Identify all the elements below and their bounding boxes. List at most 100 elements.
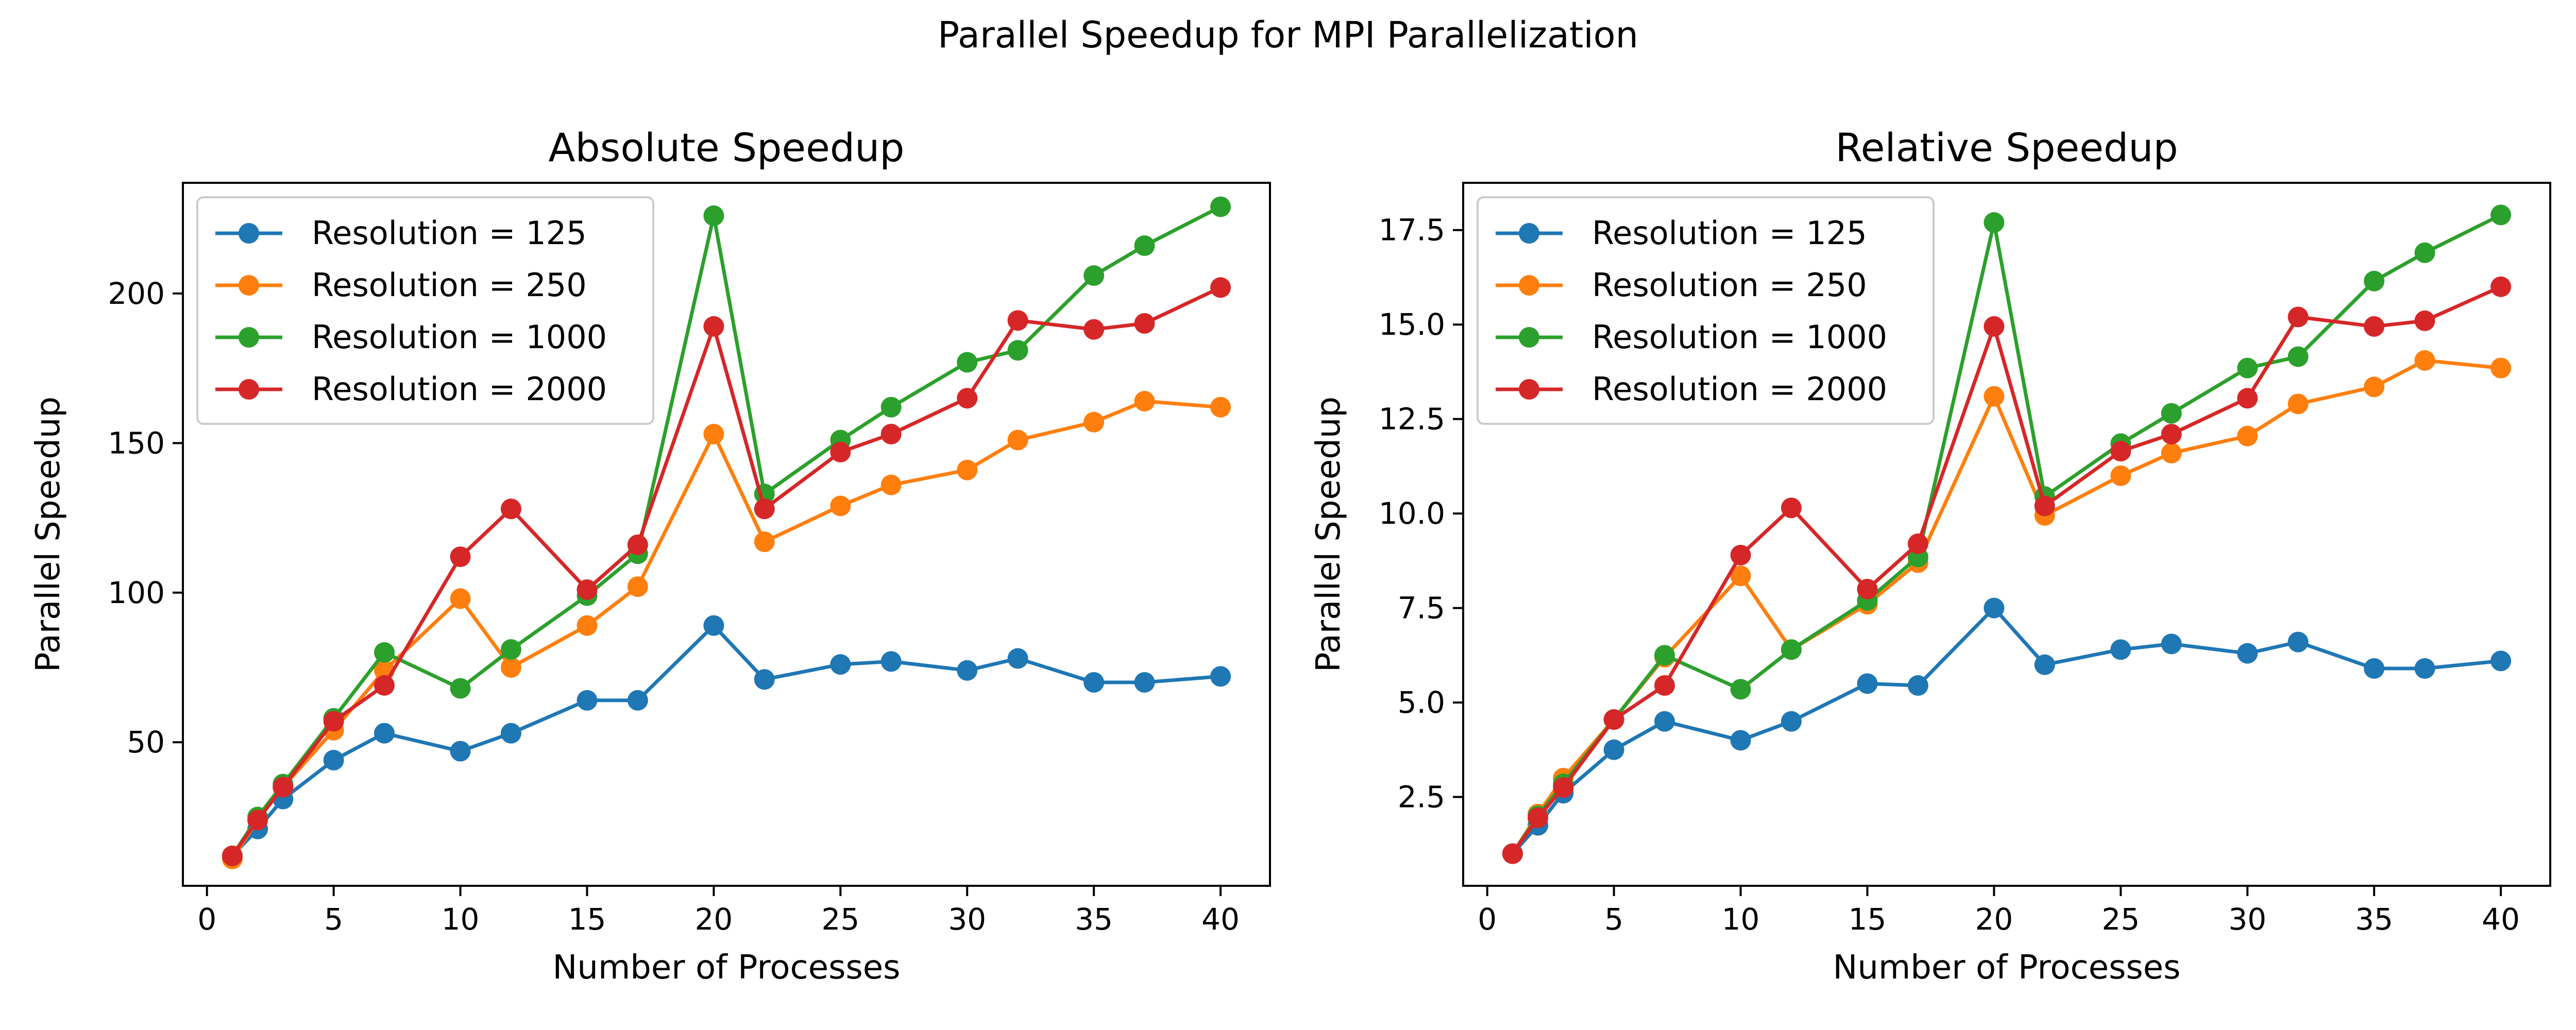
data-point bbox=[1730, 544, 1751, 565]
data-point bbox=[2414, 350, 2435, 371]
data-point bbox=[2414, 242, 2435, 263]
x-axis-label: Number of Processes bbox=[1833, 949, 2181, 987]
data-point bbox=[450, 678, 471, 699]
data-point bbox=[1984, 316, 2005, 337]
legend-marker bbox=[239, 223, 259, 244]
series-line bbox=[1511, 606, 2501, 855]
series-resolution-2000 bbox=[222, 277, 1231, 866]
legend-marker bbox=[239, 327, 259, 348]
legend-entry: Resolution = 2000 bbox=[1496, 370, 1887, 408]
data-point bbox=[577, 615, 598, 636]
data-point bbox=[2490, 276, 2512, 297]
data-point bbox=[2414, 310, 2435, 331]
data-point bbox=[2110, 441, 2131, 462]
legend-marker bbox=[239, 379, 259, 400]
x-tick-label: 25 bbox=[2102, 902, 2140, 937]
data-point bbox=[1781, 497, 1802, 519]
legend-entry: Resolution = 1000 bbox=[215, 318, 607, 356]
series-line bbox=[1511, 358, 2501, 855]
data-point bbox=[1007, 340, 1028, 361]
data-point bbox=[577, 690, 598, 711]
x-tick-label: 20 bbox=[1975, 902, 2013, 937]
y-tick-label: 200 bbox=[108, 276, 165, 311]
data-point bbox=[273, 777, 294, 798]
x-axis-label: Number of Processes bbox=[553, 949, 901, 987]
data-point bbox=[1730, 565, 1751, 587]
data-point bbox=[754, 669, 775, 690]
data-point bbox=[1857, 578, 1878, 599]
data-point bbox=[703, 205, 724, 226]
data-point bbox=[2161, 442, 2182, 464]
series-resolution-125 bbox=[1502, 597, 2512, 864]
data-point bbox=[1083, 319, 1105, 340]
data-point bbox=[2490, 204, 2512, 226]
data-point bbox=[1984, 597, 2005, 619]
legend-entry: Resolution = 1000 bbox=[1496, 318, 1887, 356]
x-tick-label: 0 bbox=[197, 902, 216, 937]
data-point bbox=[222, 845, 243, 866]
x-tick-label: 20 bbox=[695, 902, 733, 937]
data-point bbox=[2490, 357, 2512, 379]
data-point bbox=[2287, 393, 2309, 415]
data-point bbox=[374, 675, 395, 696]
legend-label: Resolution = 250 bbox=[312, 266, 587, 304]
data-point bbox=[1984, 386, 2005, 407]
legend-box bbox=[196, 196, 654, 425]
data-point bbox=[830, 495, 851, 517]
legend-box bbox=[1477, 196, 1935, 425]
legend-marker bbox=[239, 275, 259, 296]
data-point bbox=[2161, 403, 2182, 424]
x-tick-label: 30 bbox=[948, 902, 986, 937]
data-point bbox=[2414, 658, 2435, 679]
x-tick-label: 0 bbox=[1478, 902, 1497, 937]
series-resolution-250 bbox=[1502, 350, 2512, 864]
legend-label: Resolution = 1000 bbox=[312, 318, 607, 356]
data-point bbox=[1781, 711, 1802, 732]
series-line bbox=[231, 624, 1221, 857]
data-point bbox=[1083, 411, 1105, 433]
chart-absolute-speedup: Absolute Speedup 0 5 10 15 20 25 30 35 40 50 100 150… bbox=[29, 125, 1271, 987]
data-point bbox=[1907, 533, 1928, 554]
legend-entry: Resolution = 125 bbox=[1496, 214, 1867, 252]
data-point bbox=[1603, 709, 1624, 730]
y-tick-label: 100 bbox=[108, 575, 165, 610]
x-tick-label: 5 bbox=[1604, 902, 1623, 937]
legend-marker bbox=[1519, 327, 1539, 348]
y-tick-label: 2.5 bbox=[1398, 780, 1445, 815]
legend-label: Resolution = 125 bbox=[312, 214, 587, 252]
y-tick-label: 7.5 bbox=[1398, 591, 1445, 626]
legend: Resolution = 125 Resolution = 250 Resoluti… bbox=[1477, 196, 1935, 425]
series-line bbox=[1511, 285, 2502, 855]
data-point bbox=[1134, 391, 1155, 412]
legend-label: Resolution = 250 bbox=[1592, 266, 1867, 304]
data-point bbox=[247, 810, 268, 831]
data-point bbox=[1083, 265, 1105, 286]
y-tick-label: 17.5 bbox=[1379, 213, 1445, 248]
data-point bbox=[1553, 777, 1574, 798]
legend-label: Resolution = 1000 bbox=[1592, 318, 1887, 356]
data-point bbox=[703, 615, 724, 636]
data-point bbox=[323, 750, 344, 771]
data-point bbox=[1134, 235, 1155, 256]
data-point bbox=[627, 576, 648, 597]
series-resolution-250 bbox=[222, 391, 1231, 869]
data-point bbox=[2237, 643, 2258, 664]
series-line bbox=[230, 205, 1222, 857]
plot-frame bbox=[182, 182, 1271, 887]
legend-entry: Resolution = 125 bbox=[215, 214, 587, 252]
x-tick-label: 35 bbox=[2355, 902, 2393, 937]
data-point bbox=[577, 579, 598, 600]
series-resolution-2000 bbox=[1502, 276, 2512, 864]
legend-entry: Resolution = 250 bbox=[215, 266, 587, 304]
data-point bbox=[627, 534, 648, 555]
legend: Resolution = 125 Resolution = 250 Resoluti… bbox=[196, 196, 654, 425]
data-point bbox=[2237, 388, 2258, 409]
data-point bbox=[957, 660, 978, 681]
y-tick-label: 12.5 bbox=[1379, 402, 1445, 437]
data-point bbox=[1984, 212, 2005, 233]
legend-marker bbox=[1519, 275, 1539, 296]
data-point bbox=[2364, 376, 2385, 398]
x-tick-label: 15 bbox=[568, 902, 606, 937]
